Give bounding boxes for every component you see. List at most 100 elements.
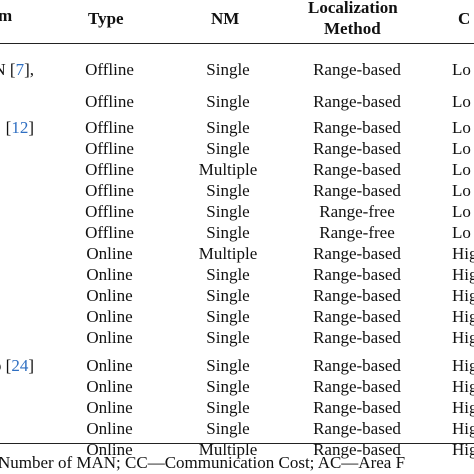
- row-nm-cell: Multiple: [198, 160, 258, 179]
- row-type-cell: Offline: [85, 92, 134, 111]
- row-localization-cell: Range-based: [313, 181, 401, 200]
- row-nm-cell: Single: [206, 181, 250, 200]
- row-cc-cell: Lo: [452, 223, 471, 242]
- row-localization-cell: Range-based: [313, 92, 401, 111]
- row-nm-cell: Single: [206, 356, 250, 375]
- bracket-open: [: [5, 60, 16, 79]
- table-row: Online Single Range-based Hig: [0, 327, 474, 348]
- row-localization-cell: Range-based: [313, 328, 401, 347]
- row-localization-cell: Range-based: [313, 398, 401, 417]
- row-localization-cell: Range-free: [319, 202, 395, 221]
- row-type-cell: Offline: [85, 160, 134, 179]
- row-cc-cell: Hig: [452, 398, 474, 417]
- row-type-cell: Online: [86, 398, 133, 417]
- row-cc-cell: Lo: [452, 118, 471, 137]
- row-localization-cell: Range-based: [313, 244, 401, 263]
- row-localization-cell: Range-based: [313, 60, 401, 79]
- citation-link[interactable]: 12: [11, 118, 29, 137]
- header-rule: [0, 43, 474, 44]
- method-name-suffix: ],: [24, 60, 34, 79]
- row-type-cell: Offline: [85, 202, 134, 221]
- row-localization-cell: Range-based: [313, 118, 401, 137]
- row-cc-cell: Hig: [452, 328, 474, 347]
- row-nm-cell: Single: [206, 60, 250, 79]
- bottom-rule: [0, 443, 474, 444]
- citation-link[interactable]: 7: [15, 60, 25, 79]
- method-name-text: N: [0, 60, 6, 79]
- table-row: N [7], Offline Single Range-based Lo: [0, 59, 474, 80]
- row-nm-cell: Single: [206, 307, 250, 326]
- row-cc-cell: Lo: [452, 60, 471, 79]
- row-type-cell: Online: [86, 440, 133, 459]
- header-localization-line1: Localization: [308, 0, 398, 17]
- table-row: Offline Multiple Range-based Lo: [0, 159, 474, 180]
- row-cc-cell: Hig: [452, 265, 474, 284]
- row-type-cell: Offline: [85, 139, 134, 158]
- header-nm: NM: [211, 9, 240, 28]
- row-cc-cell: Hig: [452, 307, 474, 326]
- row-cc-cell: Lo: [452, 202, 471, 221]
- row-type-cell: Online: [86, 356, 133, 375]
- row-nm-cell: Single: [206, 223, 250, 242]
- table-row: Online Single Range-based Hig: [0, 418, 474, 439]
- row-nm-cell: Multiple: [198, 440, 258, 459]
- row-cc-cell: Hig: [452, 419, 474, 438]
- row-cc-cell: Lo: [452, 160, 471, 179]
- row-type-cell: Offline: [85, 223, 134, 242]
- row-type-cell: Offline: [85, 118, 134, 137]
- row-nm-cell: Multiple: [198, 244, 258, 263]
- row-nm-cell: Single: [206, 118, 250, 137]
- table-row: Online Single Range-based Hig: [0, 264, 474, 285]
- table-footnote: Number of MAN; CC—Communication Cost; AC…: [0, 453, 406, 472]
- header-first-col: m: [0, 6, 13, 25]
- row-method-cell: o [24]: [0, 355, 34, 376]
- row-type-cell: Online: [86, 377, 133, 396]
- row-type-cell: Online: [86, 307, 133, 326]
- row-nm-cell: Single: [206, 377, 250, 396]
- row-localization-cell: Range-based: [313, 265, 401, 284]
- citation-link[interactable]: 24: [11, 356, 29, 375]
- table-row: Offline Single Range-based Lo: [0, 138, 474, 159]
- row-cc-cell: Hig: [452, 286, 474, 305]
- row-type-cell: Online: [86, 286, 133, 305]
- table-row: o [24] Online Single Range-based Hig: [0, 355, 474, 376]
- row-localization-cell: Range-based: [313, 440, 401, 459]
- row-cc-cell: Hig: [452, 244, 474, 263]
- header-cc: C: [458, 9, 471, 28]
- table-row: Online Multiple Range-based Hig: [0, 439, 474, 460]
- row-cc-cell: Hig: [452, 377, 474, 396]
- row-type-cell: Offline: [85, 60, 134, 79]
- row-nm-cell: Single: [206, 328, 250, 347]
- row-nm-cell: Single: [206, 286, 250, 305]
- method-name-suffix: ]: [28, 356, 34, 375]
- row-cc-cell: Lo: [452, 139, 471, 158]
- header-type: Type: [88, 9, 124, 28]
- row-localization-cell: Range-based: [313, 356, 401, 375]
- method-name-text: o [: [0, 356, 12, 375]
- table-row: Offline Single Range-based Lo: [0, 91, 474, 112]
- row-nm-cell: Single: [206, 92, 250, 111]
- row-localization-cell: Range-based: [313, 286, 401, 305]
- row-method-cell: [12]: [6, 117, 34, 138]
- row-localization-cell: Range-based: [313, 139, 401, 158]
- row-localization-cell: Range-based: [313, 419, 401, 438]
- row-cc-cell: Hig: [452, 440, 474, 459]
- table-row: Online Single Range-based Hig: [0, 376, 474, 397]
- table-row: Offline Single Range-free Lo: [0, 201, 474, 222]
- row-type-cell: Online: [86, 419, 133, 438]
- bracket-open: [: [5, 118, 12, 137]
- row-nm-cell: Single: [206, 419, 250, 438]
- table-row: Online Single Range-based Hig: [0, 285, 474, 306]
- table-row: Online Single Range-based Hig: [0, 397, 474, 418]
- row-localization-cell: Range-free: [319, 223, 395, 242]
- method-name-suffix: ]: [28, 118, 34, 137]
- row-nm-cell: Single: [206, 265, 250, 284]
- row-localization-cell: Range-based: [313, 377, 401, 396]
- row-type-cell: Offline: [85, 181, 134, 200]
- row-method-cell: N [7],: [0, 59, 34, 80]
- table-row: [12] Offline Single Range-based Lo: [0, 117, 474, 138]
- row-nm-cell: Single: [206, 139, 250, 158]
- table-row: Online Single Range-based Hig: [0, 306, 474, 327]
- table-row: Online Multiple Range-based Hig: [0, 243, 474, 264]
- table-row: Offline Single Range-free Lo: [0, 222, 474, 243]
